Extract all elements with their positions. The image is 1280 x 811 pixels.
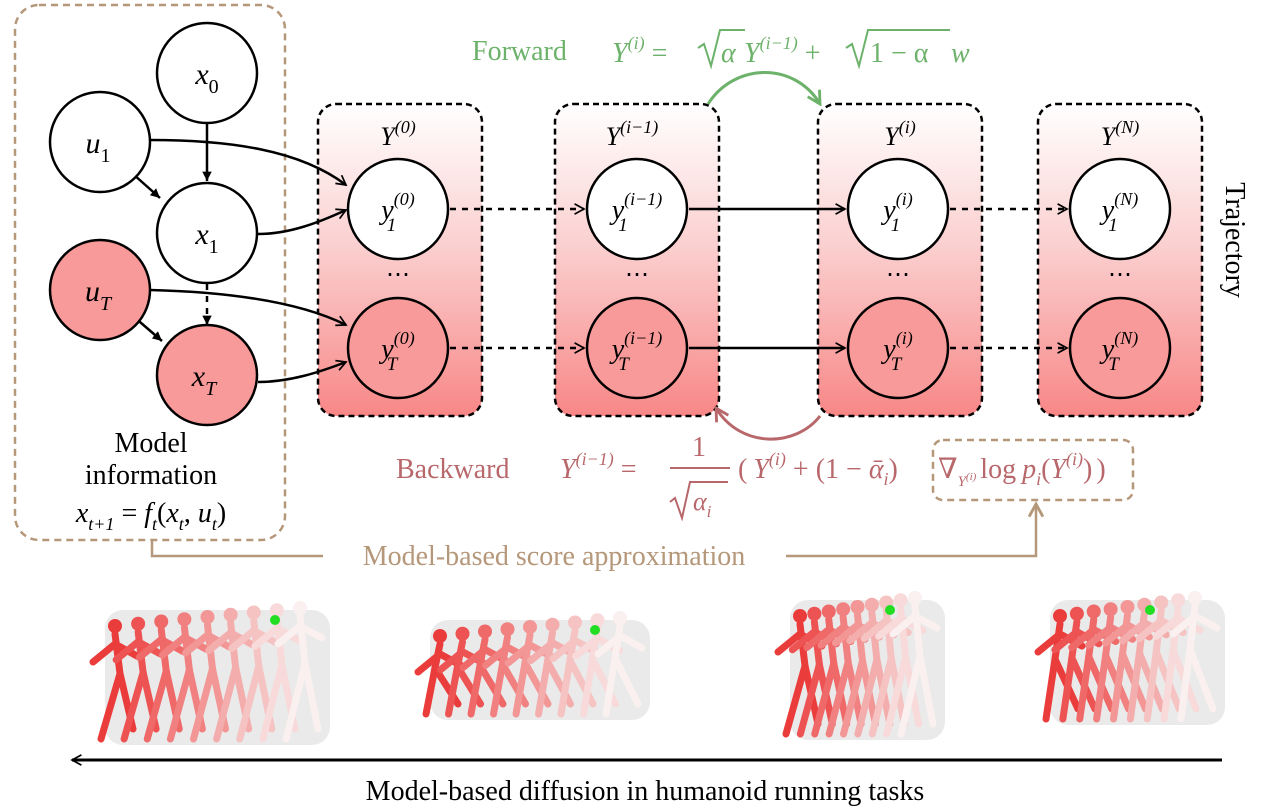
svg-text:1: 1 (692, 432, 706, 463)
panel-title-Y0: Y(0) (380, 117, 415, 151)
backward-label: Backward (396, 454, 510, 485)
svg-text:y(0)1: y(0) 1 (378, 189, 414, 236)
node-x0: x0 (155, 21, 259, 125)
forward-arc (706, 71, 820, 105)
trajectory-label: Trajectory (1219, 182, 1250, 298)
svg-text:αi: αi (693, 487, 712, 521)
humanoid-figure (594, 611, 646, 718)
node-yT-i (846, 296, 950, 400)
svg-text:Y(i−1) =: Y(i−1) = (560, 449, 637, 485)
svg-text:1 − α: 1 − α (870, 38, 929, 69)
svg-text:y(0)T: y(0) T (378, 328, 414, 375)
trajectory-arrows (450, 209, 1067, 348)
svg-text:w: w (951, 38, 970, 69)
forward-label: Forward (472, 36, 567, 67)
node-yT-i-1 (585, 296, 689, 400)
humanoid-figure (274, 601, 326, 743)
edge-u1-x1 (132, 173, 161, 199)
panel-Yi: Y(i) y(i) 1 ⋯ y(i) T (816, 102, 984, 418)
bottom-caption: Model-based diffusion in humanoid runnin… (366, 776, 925, 807)
humanoid-group-3 (774, 591, 945, 740)
panel-title-Yi-1: Y(i−1) (606, 117, 659, 151)
score-term-box (931, 438, 1135, 502)
svg-text:u1: u1 (86, 127, 111, 167)
svg-text:y(i)T: y(i) T (880, 328, 912, 375)
svg-text:x1: x1 (194, 218, 218, 258)
node-yT-0 (346, 296, 450, 400)
target-marker (590, 625, 600, 635)
humanoid-figure (158, 612, 210, 743)
model-caption-line2: information (85, 460, 217, 491)
node-uT: uT (48, 238, 152, 342)
panel-YN: Y(N) y(N) 1 ⋯ y(N) T (1036, 102, 1204, 418)
score-approx-connector (150, 504, 1036, 558)
svg-text:x0: x0 (194, 58, 218, 98)
svg-text:(Y(i) + (1 − ᾱi): (Y(i) + (1 − ᾱi) (738, 449, 898, 489)
panel-title-Yi: Y(i) (884, 117, 915, 151)
node-x1: x1 (155, 181, 259, 285)
svg-text:y(i−1)T: y(i−1) T (609, 328, 663, 375)
humanoid-figure (205, 607, 257, 743)
target-marker (885, 605, 895, 615)
svg-text:y(i−1)1: y(i−1) 1 (609, 189, 663, 236)
humanoid-group-1 (89, 601, 330, 745)
target-marker (270, 615, 280, 625)
model-info-panel: x0 u1 x1 uT xT Model information xt+1 = … (13, 3, 287, 542)
ellipsis-0: ⋯ (386, 262, 410, 288)
svg-text:xT: xT (191, 360, 218, 400)
node-y1-0 (346, 157, 450, 261)
humanoid-group-2 (414, 611, 650, 720)
svg-text:y(i)1: y(i) 1 (880, 189, 912, 236)
node-xT: xT (155, 323, 259, 427)
ellipsis-1: ⋯ (625, 262, 649, 288)
svg-text:uT: uT (85, 275, 113, 315)
backward-equation: Y(i−1) = 1 αi (Y(i) + (1 − ᾱi) ∇Y(i) log p… (560, 432, 1135, 522)
svg-text:Y(i−1) +: Y(i−1) + (744, 33, 821, 69)
humanoid-group-4 (1034, 591, 1225, 725)
node-y1-N (1068, 157, 1172, 261)
humanoid-illustrations (89, 591, 1225, 745)
svg-text:y(N)T: y(N) T (1099, 328, 1138, 375)
node-u1: u1 (48, 90, 152, 194)
humanoid-figure (1169, 591, 1221, 723)
node-yT-N (1068, 296, 1172, 400)
svg-text:y(N)1: y(N) 1 (1099, 189, 1138, 236)
forward-equation: Y(i) = α Y(i−1) + 1 − α w (612, 29, 970, 70)
model-equation: xt+1 = ft(xt, ut) (75, 498, 226, 534)
backward-arc (716, 408, 822, 441)
ellipsis-2: ⋯ (886, 262, 910, 288)
panel-Y0: Y(0) y(0) 1 ⋯ y(0) T (316, 102, 484, 418)
arrows-model-to-Y0 (149, 138, 346, 384)
model-caption-line1: Model (114, 428, 187, 459)
svg-text:α: α (721, 38, 737, 69)
node-y1-i (846, 157, 950, 261)
target-marker (1145, 605, 1155, 615)
panel-title-YN: Y(N) (1101, 117, 1139, 151)
node-y1-i-1 (585, 157, 689, 261)
humanoid-figure (889, 591, 941, 738)
svg-text:Y(i) =: Y(i) = (612, 33, 667, 69)
score-approx-label: Model-based score approximation (363, 541, 746, 572)
ellipsis-3: ⋯ (1108, 262, 1132, 288)
panel-Yi-1: Y(i−1) y(i−1) 1 ⋯ y(i−1) T (553, 102, 721, 418)
